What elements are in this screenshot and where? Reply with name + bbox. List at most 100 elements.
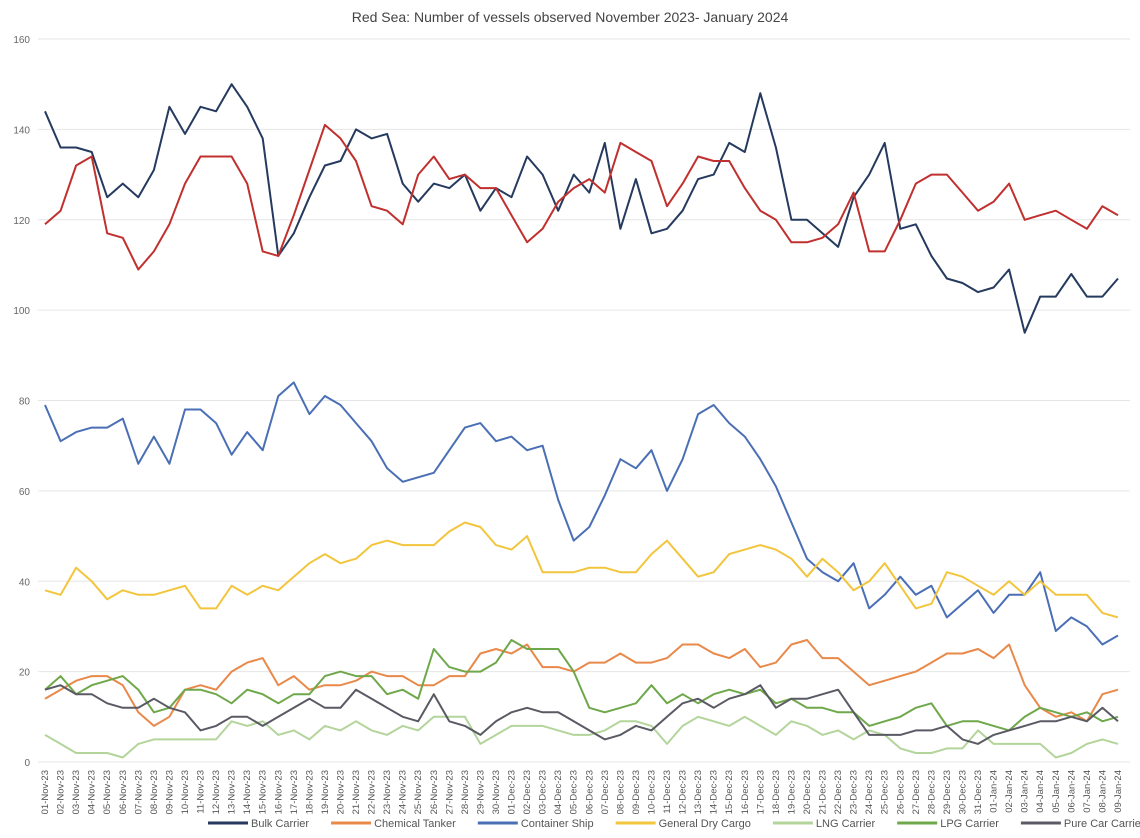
series-line-general-dry-cargo (44, 521, 1119, 619)
y-axis: 0 20 40 60 80 100 120 140 160 (13, 35, 30, 769)
x-tick-label: 23-Dec-23 (849, 770, 860, 814)
x-tick-label: 20-Nov-23 (335, 770, 346, 814)
x-tick-label: 19-Nov-23 (320, 770, 331, 814)
legend-item: Pure Car Carrier (1020, 818, 1140, 830)
x-tick-label: 11-Dec-23 (662, 770, 673, 814)
x-tick-label: 12-Dec-23 (678, 770, 689, 814)
x-tick-label: 02-Dec-23 (522, 770, 533, 814)
x-tick-label: 13-Dec-23 (693, 770, 704, 814)
y-tick-label: 80 (19, 397, 31, 408)
x-tick-label: 04-Dec-23 (553, 770, 564, 814)
x-tick-label: 17-Nov-23 (289, 770, 300, 814)
x-tick-label: 17-Dec-23 (755, 770, 766, 814)
x-tick-label: 01-Nov-23 (40, 770, 51, 814)
x-tick-label: 18-Nov-23 (304, 770, 315, 814)
series-line-bulk-carrier (44, 83, 1119, 334)
x-tick-label: 29-Nov-23 (475, 770, 486, 814)
x-tick-label: 15-Nov-23 (258, 770, 269, 814)
y-tick-label: 140 (13, 125, 30, 136)
x-tick-label: 14-Nov-23 (242, 770, 253, 814)
x-tick-label: 20-Dec-23 (802, 770, 813, 814)
x-tick-label: 22-Dec-23 (833, 770, 844, 814)
x-tick-label: 12-Nov-23 (211, 770, 222, 814)
y-tick-label: 0 (24, 758, 30, 769)
gridlines (38, 38, 1130, 763)
x-tick-label: 07-Jan-24 (1082, 770, 1093, 813)
series-line-container-ship (44, 381, 1119, 646)
x-tick-label: 01-Dec-23 (507, 770, 518, 814)
legend-label: Container Ship (521, 818, 594, 830)
x-tick-label: 08-Nov-23 (149, 770, 160, 814)
x-tick-label: 08-Jan-24 (1097, 770, 1108, 813)
x-tick-label: 21-Nov-23 (351, 770, 362, 814)
x-tick-label: 13-Nov-23 (227, 770, 238, 814)
x-tick-label: 05-Jan-24 (1051, 770, 1062, 813)
chart-title: Red Sea: Number of vessels observed Nove… (352, 9, 789, 25)
x-tick-label: 25-Nov-23 (413, 770, 424, 814)
x-tick-label: 07-Dec-23 (600, 770, 611, 814)
x-tick-label: 27-Nov-23 (444, 770, 455, 814)
x-tick-label: 10-Nov-23 (180, 770, 191, 814)
x-tick-label: 03-Dec-23 (538, 770, 549, 814)
legend-label: Bulk Carrier (251, 818, 309, 830)
x-tick-label: 11-Nov-23 (196, 770, 207, 814)
x-tick-label: 04-Jan-24 (1035, 770, 1046, 813)
x-tick-label: 09-Nov-23 (164, 770, 175, 814)
y-tick-label: 100 (13, 306, 30, 317)
x-tick-label: 03-Nov-23 (71, 770, 82, 814)
x-tick-label: 18-Dec-23 (771, 770, 782, 814)
legend-label: LPG Carrier (940, 818, 999, 830)
legend-item: LPG Carrier (897, 818, 999, 830)
legend-label: LNG Carrier (816, 818, 876, 830)
legend-label: General Dry Cargo (659, 818, 751, 830)
x-tick-label: 30-Dec-23 (957, 770, 968, 814)
x-tick-label: 03-Jan-24 (1020, 770, 1031, 813)
legend-label: Chemical Tanker (374, 818, 456, 830)
x-tick-label: 04-Nov-23 (87, 770, 98, 814)
legend-item: Container Ship (477, 818, 594, 830)
y-tick-label: 40 (19, 577, 31, 588)
y-tick-label: 160 (13, 35, 30, 46)
x-tick-label: 26-Dec-23 (895, 770, 906, 814)
x-tick-label: 06-Dec-23 (584, 770, 595, 814)
x-tick-label: 05-Dec-23 (569, 770, 580, 814)
series-line-pure-car-carrier (44, 684, 1119, 745)
x-tick-label: 15-Dec-23 (724, 770, 735, 814)
x-tick-label: 06-Nov-23 (118, 770, 129, 814)
y-tick-label: 20 (19, 668, 31, 679)
series-lines (44, 83, 1119, 759)
legend-label: Pure Car Carrier (1064, 818, 1140, 830)
x-tick-label: 30-Nov-23 (491, 770, 502, 814)
x-tick-label: 24-Dec-23 (864, 770, 875, 814)
x-tick-label: 10-Dec-23 (646, 770, 657, 814)
x-tick-label: 09-Dec-23 (631, 770, 642, 814)
y-tick-label: 60 (19, 487, 31, 498)
x-tick-label: 31-Dec-23 (973, 770, 984, 814)
x-tick-label: 16-Nov-23 (273, 770, 284, 814)
y-tick-label: 120 (13, 216, 30, 227)
x-tick-label: 06-Jan-24 (1066, 770, 1077, 813)
x-tick-label: 21-Dec-23 (818, 770, 829, 814)
series-line-lng-carrier (44, 715, 1119, 759)
x-tick-label: 29-Dec-23 (942, 770, 953, 814)
x-tick-label: 09-Jan-24 (1113, 770, 1124, 813)
x-tick-label: 07-Nov-23 (133, 770, 144, 814)
series-line-lpg-carrier (44, 639, 1119, 732)
x-tick-label: 14-Dec-23 (709, 770, 720, 814)
legend-item: LNG Carrier (772, 818, 876, 830)
x-tick-label: 22-Nov-23 (367, 770, 378, 814)
x-tick-label: 01-Jan-24 (989, 770, 1000, 813)
x-tick-label: 16-Dec-23 (740, 770, 751, 814)
x-tick-label: 02-Nov-23 (56, 770, 67, 814)
x-tick-label: 28-Nov-23 (460, 770, 471, 814)
x-axis: 01-Nov-23 02-Nov-23 03-Nov-23 04-Nov-23 05-N… (40, 770, 1124, 814)
legend-item: General Dry Cargo (615, 818, 751, 830)
x-tick-label: 25-Dec-23 (880, 770, 891, 814)
legend-item: Chemical Tanker (331, 818, 456, 830)
legend: Bulk Carrier Chemical Tanker Container Shi… (208, 818, 1140, 830)
x-tick-label: 28-Dec-23 (926, 770, 937, 814)
series-line-chemical-tanker (44, 639, 1119, 727)
x-tick-label: 02-Jan-24 (1004, 770, 1015, 813)
x-tick-label: 24-Nov-23 (398, 770, 409, 814)
